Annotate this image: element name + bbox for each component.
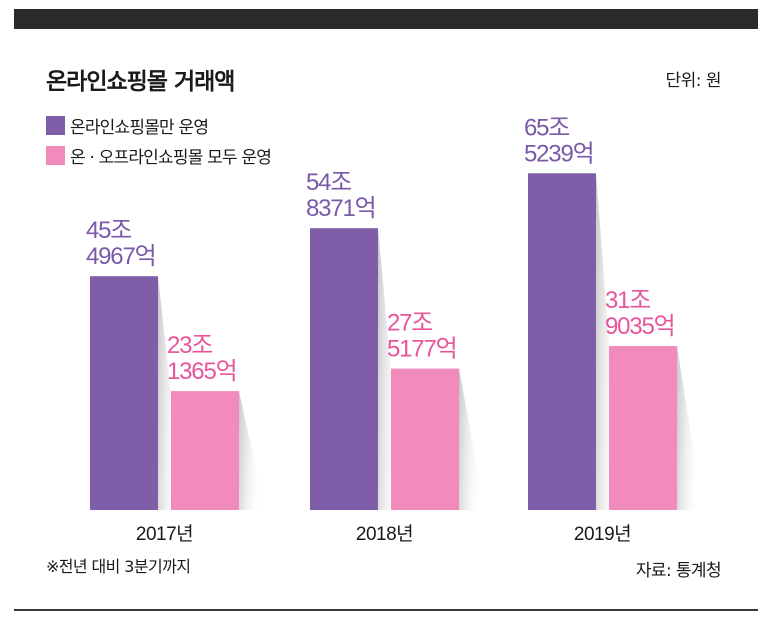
source-label: 자료: 통계청: [635, 561, 722, 581]
bar-shadow: [239, 391, 265, 510]
bar-value-label: 23조 1365억: [167, 332, 236, 385]
legend-label-online-offline: 온 · 오프라인쇼핑몰 모두 운영: [70, 147, 272, 168]
bar-shadow: [459, 368, 485, 510]
x-tick-label: 2018년: [356, 523, 413, 545]
legend-item-online-only: 온라인쇼핑몰만 운영: [46, 110, 271, 140]
bar-value-label: 31조 9035억: [605, 287, 674, 340]
footnote: ※전년 대비 3분기까지: [46, 557, 191, 576]
legend-label-online-only: 온라인쇼핑몰만 운영: [70, 117, 209, 138]
bar-value-label: 27조 5177억: [387, 310, 456, 363]
bar-online-offline: [609, 346, 677, 510]
unit-label: 단위: 원: [665, 71, 721, 91]
bar-online-only: [90, 276, 158, 510]
x-tick-label: 2017년: [136, 523, 193, 545]
legend-item-online-offline: 온 · 오프라인쇼핑몰 모두 운영: [46, 140, 272, 170]
bottom-divider: [14, 609, 758, 611]
chart-title: 온라인쇼핑몰 거래액: [46, 69, 235, 95]
bar-value-label: 54조 8371억: [306, 169, 375, 222]
x-tick-label: 2019년: [574, 523, 631, 545]
bar-value-label: 45조 4967억: [86, 217, 155, 270]
bar-shadow: [677, 346, 703, 510]
header-bar: [14, 9, 758, 29]
bar-value-label: 65조 5239억: [524, 114, 593, 167]
bar-online-offline: [391, 368, 459, 510]
legend-swatch-online-offline: [46, 145, 65, 165]
legend-swatch-online-only: [46, 115, 65, 135]
bar-online-only: [528, 173, 596, 510]
legend: 온라인쇼핑몰만 운영 온 · 오프라인쇼핑몰 모두 운영: [46, 110, 272, 170]
bar-online-offline: [171, 391, 239, 510]
bar-online-only: [310, 228, 378, 510]
